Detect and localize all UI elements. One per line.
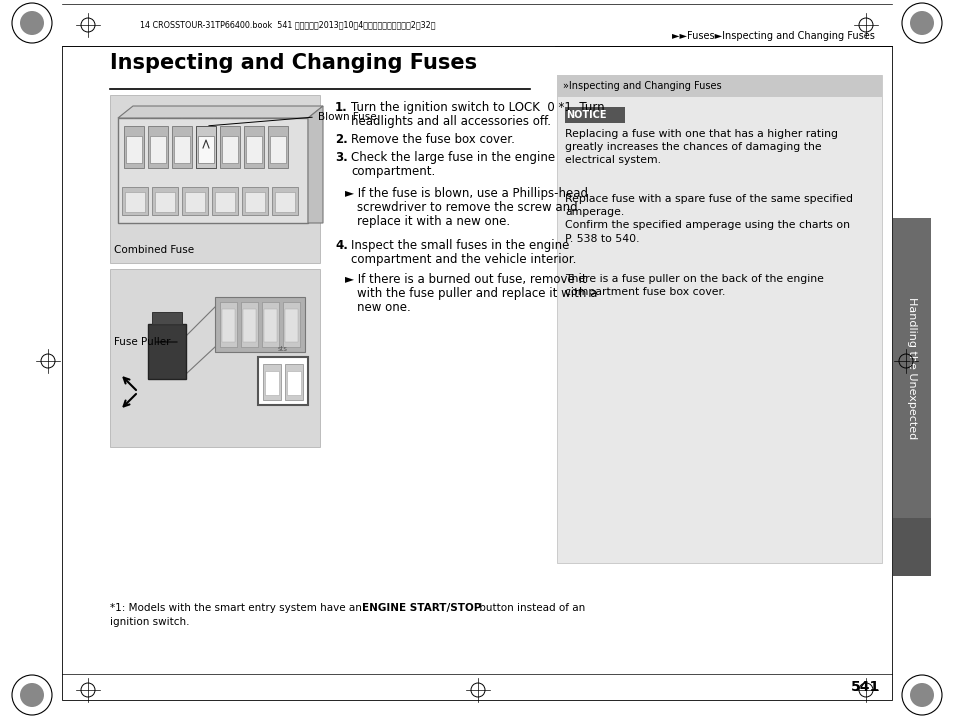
Text: ENGINE START/STOP: ENGINE START/STOP (361, 603, 481, 613)
Bar (245, 192, 265, 212)
Bar (198, 136, 213, 163)
Text: There is a fuse puller on the back of the engine
compartment fuse box cover.: There is a fuse puller on the back of th… (564, 274, 823, 297)
Bar (122, 187, 148, 215)
Bar (242, 187, 268, 215)
Bar (262, 302, 278, 347)
Text: new one.: new one. (356, 301, 411, 314)
Bar (257, 357, 308, 405)
Bar (564, 107, 624, 123)
Text: headlights and all accessories off.: headlights and all accessories off. (351, 115, 551, 128)
Text: Inspecting and Changing Fuses: Inspecting and Changing Fuses (110, 53, 476, 73)
Text: 1.: 1. (335, 101, 348, 114)
Bar (892, 218, 930, 518)
Bar (148, 126, 168, 168)
Bar (220, 126, 240, 168)
Bar (195, 126, 215, 168)
Polygon shape (118, 106, 323, 118)
Text: Fuse Puller: Fuse Puller (113, 337, 171, 347)
Text: 4.: 4. (335, 239, 348, 252)
Text: Replacing a fuse with one that has a higher rating
greatly increases the chances: Replacing a fuse with one that has a hig… (564, 129, 837, 165)
Text: ignition switch.: ignition switch. (110, 617, 190, 627)
Text: replace it with a new one.: replace it with a new one. (356, 215, 510, 228)
Bar (185, 192, 205, 212)
Text: 2.: 2. (335, 133, 348, 146)
Bar (892, 518, 930, 576)
Bar (557, 75, 882, 563)
Bar (214, 297, 305, 352)
Text: Check the large fuse in the engine: Check the large fuse in the engine (351, 151, 555, 164)
Bar (150, 136, 166, 163)
Bar (285, 309, 297, 342)
Text: Inspect the small fuses in the engine: Inspect the small fuses in the engine (351, 239, 569, 252)
Bar (274, 192, 294, 212)
Bar (246, 136, 262, 163)
Text: *1: Models with the smart entry system have an: *1: Models with the smart entry system h… (110, 603, 365, 613)
Bar (125, 192, 145, 212)
Text: Combined Fuse: Combined Fuse (113, 245, 193, 255)
Text: 14 CROSSTOUR-31TP66400.book  541 ページ・・2013年10月4日・・金曜日・・午後2時32分: 14 CROSSTOUR-31TP66400.book 541 ページ・・201… (140, 21, 435, 29)
Text: button instead of an: button instead of an (476, 603, 584, 613)
Bar (243, 309, 255, 342)
Bar (222, 309, 234, 342)
Bar (62, 46, 891, 700)
Bar (244, 126, 264, 168)
Bar (126, 136, 142, 163)
Text: ►►Fuses►Inspecting and Changing Fuses: ►►Fuses►Inspecting and Changing Fuses (672, 31, 874, 41)
Text: with the fuse puller and replace it with a: with the fuse puller and replace it with… (356, 287, 597, 300)
Text: 3.: 3. (335, 151, 348, 164)
Bar (272, 187, 297, 215)
Text: Replace fuse with a spare fuse of the same specified
amperage.
Confirm the speci: Replace fuse with a spare fuse of the sa… (564, 194, 852, 243)
Bar (173, 136, 190, 163)
Bar (182, 187, 208, 215)
Text: »Inspecting and Changing Fuses: »Inspecting and Changing Fuses (562, 81, 720, 91)
Bar (172, 126, 192, 168)
Text: 541: 541 (850, 680, 879, 694)
Bar (268, 126, 288, 168)
Text: screwdriver to remove the screw and: screwdriver to remove the screw and (356, 201, 577, 214)
Circle shape (909, 683, 933, 707)
Text: NOTICE: NOTICE (565, 110, 606, 120)
Bar (264, 309, 276, 342)
Bar (195, 126, 215, 168)
Circle shape (909, 11, 933, 35)
Bar (212, 187, 237, 215)
Polygon shape (308, 106, 323, 223)
Bar (110, 95, 319, 263)
Bar (285, 364, 303, 400)
Circle shape (20, 683, 44, 707)
Text: compartment.: compartment. (351, 165, 435, 178)
Bar (241, 302, 257, 347)
Text: compartment and the vehicle interior.: compartment and the vehicle interior. (351, 253, 576, 266)
Bar (222, 136, 237, 163)
Bar (220, 302, 236, 347)
Bar (124, 126, 144, 168)
Text: Remove the fuse box cover.: Remove the fuse box cover. (351, 133, 515, 146)
Bar (287, 371, 301, 395)
Bar (198, 136, 213, 163)
Text: Blown Fuse: Blown Fuse (317, 112, 376, 122)
Bar (154, 192, 174, 212)
Bar (148, 324, 186, 379)
Text: Turn the ignition switch to LOCK  0 *1. Turn: Turn the ignition switch to LOCK 0 *1. T… (351, 101, 604, 114)
Bar (557, 75, 882, 97)
Bar (110, 269, 319, 447)
Bar (263, 364, 281, 400)
Text: Handling the Unexpected: Handling the Unexpected (906, 297, 916, 439)
Text: ► If there is a burned out fuse, remove it: ► If there is a burned out fuse, remove … (345, 273, 586, 286)
Bar (152, 312, 182, 324)
Bar (152, 187, 178, 215)
Bar (265, 371, 278, 395)
Text: sts: sts (277, 346, 288, 352)
Text: ► If the fuse is blown, use a Phillips-head: ► If the fuse is blown, use a Phillips-h… (345, 187, 587, 200)
Bar (270, 136, 286, 163)
Circle shape (20, 11, 44, 35)
Bar (283, 302, 299, 347)
Bar (118, 118, 308, 223)
Bar (214, 192, 234, 212)
